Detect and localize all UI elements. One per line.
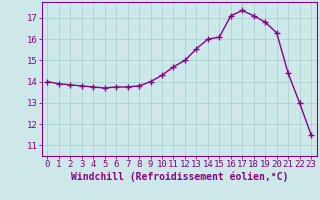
X-axis label: Windchill (Refroidissement éolien,°C): Windchill (Refroidissement éolien,°C) <box>70 172 288 182</box>
